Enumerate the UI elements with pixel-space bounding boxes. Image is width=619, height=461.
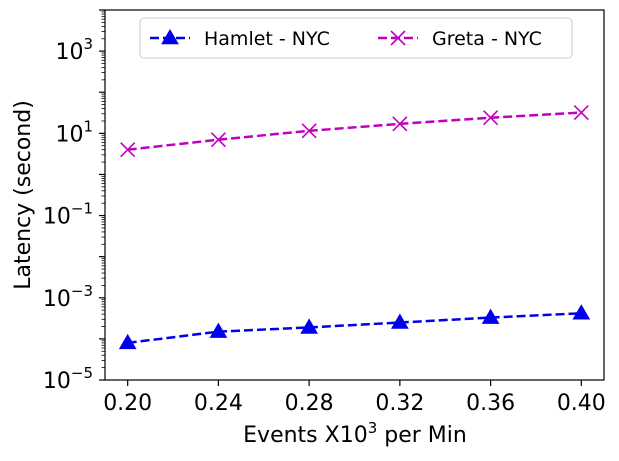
y-tick-label: 101 [55, 117, 93, 147]
x-tick-label: 0.36 [466, 391, 515, 416]
legend-item: Greta - NYC [378, 28, 542, 50]
x-axis-label-sup: 3 [368, 419, 378, 437]
y-tick-exponent: 1 [83, 117, 93, 135]
legend-label: Hamlet - NYC [204, 28, 330, 50]
y-tick-base: 10 [55, 40, 83, 65]
x-tick-label: 0.28 [285, 391, 334, 416]
data-point [481, 308, 500, 324]
y-tick-label: 10−1 [43, 200, 93, 230]
plot-area [104, 9, 605, 381]
y-tick-label: 10−5 [43, 364, 93, 394]
x-tick-label: 0.24 [194, 391, 243, 416]
x-axis-label: Events X103 per Min [243, 419, 467, 448]
data-point [210, 132, 226, 148]
data-point [301, 123, 317, 139]
y-tick-exponent: −5 [71, 364, 93, 382]
plot-frame [104, 9, 605, 381]
legend-item: Hamlet - NYC [150, 28, 330, 50]
x-marker-stroke [120, 142, 136, 158]
data-point [118, 333, 137, 350]
x-axis-label-prefix: Events X10 [243, 423, 368, 448]
x-marker-stroke [392, 116, 408, 132]
series-greta-nyc [120, 105, 589, 158]
y-tick-label: 10−3 [43, 282, 93, 312]
y-tick-label: 103 [55, 35, 93, 65]
data-point [209, 322, 228, 338]
y-axis-label: Latency (second) [11, 100, 36, 290]
x-tick-label: 0.32 [375, 391, 424, 416]
legend-label: Greta - NYC [432, 28, 542, 50]
x-marker-stroke [390, 30, 406, 46]
data-point [392, 116, 408, 132]
y-tick-base: 10 [43, 369, 71, 394]
data-point [573, 105, 589, 121]
data-point [120, 142, 136, 158]
series-hamlet-nyc [118, 304, 591, 350]
x-marker-stroke [573, 105, 589, 121]
y-tick-base: 10 [43, 287, 71, 312]
legend-box [139, 17, 573, 59]
x-tick-label: 0.40 [557, 391, 606, 416]
legend: Hamlet - NYC Greta - NYC [139, 17, 573, 59]
data-point [300, 318, 319, 334]
data-point [572, 304, 591, 320]
y-tick-exponent: −3 [71, 282, 93, 300]
legend-marker [390, 30, 406, 46]
x-tick-label: 0.20 [103, 391, 152, 416]
series-line [127, 312, 582, 345]
x-marker-stroke [483, 110, 499, 126]
y-tick-base: 10 [43, 205, 71, 230]
y-tick-exponent: −1 [71, 200, 93, 218]
series-line [127, 111, 582, 151]
x-marker-stroke [210, 132, 226, 148]
series-layer [118, 105, 591, 350]
x-axis-label-suffix: per Min [377, 423, 467, 448]
data-point [390, 313, 409, 329]
data-point [483, 110, 499, 126]
x-axis-ticks: 0.20 0.24 0.28 0.32 0.36 0.40 [103, 380, 606, 416]
y-tick-exponent: 3 [83, 35, 93, 53]
legend-marker [161, 29, 179, 45]
y-tick-base: 10 [55, 122, 83, 147]
x-marker-stroke [301, 123, 317, 139]
